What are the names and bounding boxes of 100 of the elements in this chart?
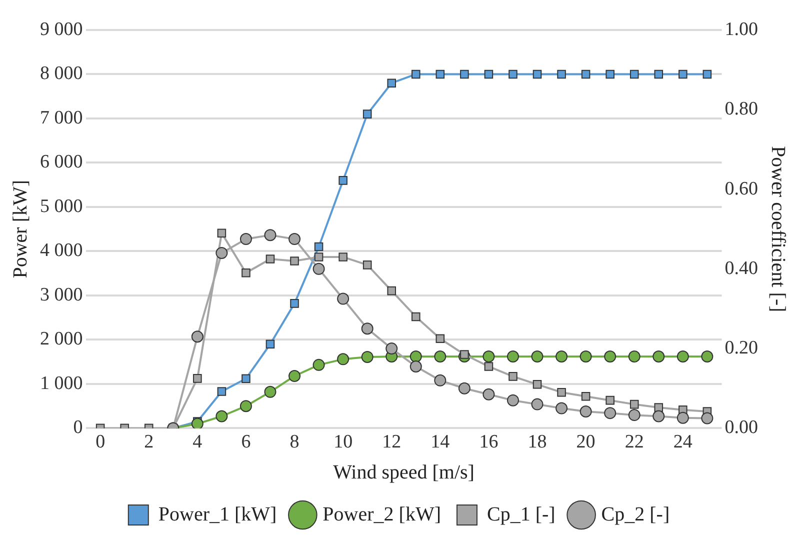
point xyxy=(410,360,422,372)
point xyxy=(482,350,495,363)
x-tick-label: 8 xyxy=(290,432,300,453)
point xyxy=(506,350,519,363)
x-tick-label: 24 xyxy=(673,432,693,453)
point xyxy=(654,70,664,79)
y-tick-label: 2 000 xyxy=(40,328,83,350)
point xyxy=(580,350,592,363)
y-tick-label: 5 000 xyxy=(40,196,83,217)
point xyxy=(338,252,348,262)
point xyxy=(604,350,616,363)
point xyxy=(630,400,639,409)
y-tick-label: 1 000 xyxy=(40,372,83,394)
x-tick-label: 18 xyxy=(528,432,547,453)
point xyxy=(678,70,688,79)
point xyxy=(312,358,325,371)
point xyxy=(266,254,275,264)
point xyxy=(240,233,252,246)
y-tick-label: 4 000 xyxy=(40,240,83,262)
point xyxy=(458,382,470,394)
legend-label: Cp_1 [-] xyxy=(486,503,556,526)
point xyxy=(217,387,226,396)
point xyxy=(362,110,372,118)
x-tick-label: 10 xyxy=(334,432,353,453)
point xyxy=(242,268,250,278)
legend-label: Cp_2 [-] xyxy=(601,503,670,526)
point xyxy=(191,418,204,428)
point xyxy=(484,362,494,371)
point xyxy=(412,312,420,322)
point xyxy=(676,412,689,424)
legend-label: Power_1 [kW] xyxy=(158,503,277,526)
x-tick-label: 6 xyxy=(241,432,251,453)
point xyxy=(338,176,348,185)
x-tick-label: 12 xyxy=(382,432,402,453)
point xyxy=(604,407,616,420)
y-tick-label: 3 000 xyxy=(40,284,83,306)
point xyxy=(557,388,566,397)
point xyxy=(217,228,226,238)
point xyxy=(460,70,469,79)
y-axis-title: Power [kW] xyxy=(9,180,32,278)
point xyxy=(193,374,202,383)
point xyxy=(556,350,568,363)
point xyxy=(557,70,566,79)
point xyxy=(264,229,276,242)
y2-tick-label: 0.00 xyxy=(724,417,758,438)
point xyxy=(266,340,275,349)
point xyxy=(410,350,422,363)
point xyxy=(386,342,398,355)
point xyxy=(581,70,590,79)
point xyxy=(361,350,374,363)
y2-tick-label: 1.00 xyxy=(724,18,758,40)
y2-tick-label: 0.40 xyxy=(724,258,758,279)
point xyxy=(290,299,299,308)
point xyxy=(191,330,204,343)
point xyxy=(654,403,664,412)
y-tick-label: 6 000 xyxy=(40,152,83,173)
point xyxy=(628,350,640,363)
point xyxy=(531,350,544,363)
point xyxy=(312,262,325,275)
point xyxy=(532,380,542,389)
y-tick-label: 8 000 xyxy=(40,63,83,84)
point xyxy=(508,372,518,381)
x-tick-label: 2 xyxy=(144,432,154,453)
y-tick-label: 0 xyxy=(73,417,83,438)
x-tick-label: 16 xyxy=(479,432,498,453)
x-axis-title: Wind speed [m/s] xyxy=(333,461,474,484)
point xyxy=(628,409,640,422)
point xyxy=(506,394,519,406)
point xyxy=(337,292,350,305)
legend-label: Power_2 [kW] xyxy=(322,503,441,526)
point xyxy=(242,374,250,384)
point xyxy=(434,350,446,363)
y-tick-label: 7 000 xyxy=(40,107,83,128)
point xyxy=(606,396,614,405)
y2-tick-label: 0.20 xyxy=(724,338,758,359)
point xyxy=(387,286,396,296)
point xyxy=(216,246,228,259)
point xyxy=(652,350,665,363)
point xyxy=(676,350,689,363)
y2-tick-label: 0.60 xyxy=(724,178,758,200)
point xyxy=(436,70,445,79)
point xyxy=(436,334,445,343)
x-tick-label: 22 xyxy=(624,432,644,453)
x-tick-label: 14 xyxy=(430,432,450,453)
point xyxy=(290,256,299,266)
point xyxy=(240,400,252,412)
point xyxy=(361,322,374,335)
point xyxy=(362,260,372,270)
point xyxy=(580,405,592,418)
x-tick-label: 4 xyxy=(192,432,203,453)
x-tick-label: 20 xyxy=(576,432,596,453)
point xyxy=(532,70,542,79)
point xyxy=(314,252,324,262)
y2-axis-title: Power coefficient [-] xyxy=(766,146,789,312)
point xyxy=(387,78,396,88)
point xyxy=(288,233,301,246)
point xyxy=(434,374,446,386)
point xyxy=(581,392,590,401)
point xyxy=(216,410,228,422)
point xyxy=(288,370,301,382)
